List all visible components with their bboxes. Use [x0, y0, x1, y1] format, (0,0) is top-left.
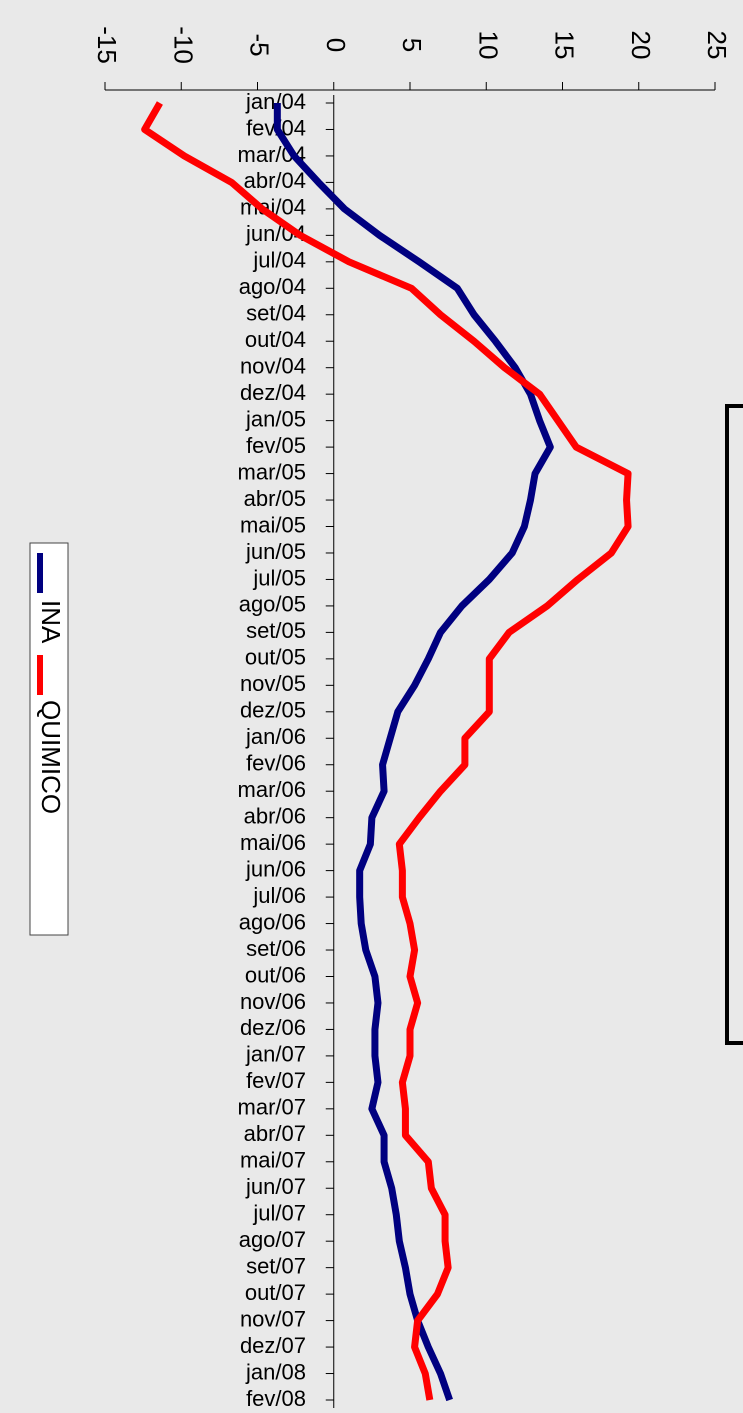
x-tick-label: abr/06	[244, 803, 306, 828]
x-tick-label: dez/06	[240, 1015, 306, 1040]
x-tick-label: fev/06	[246, 751, 306, 776]
x-tick-label: fev/08	[246, 1386, 306, 1411]
x-tick-label: jul/05	[252, 565, 306, 590]
x-tick-label: dez/07	[240, 1333, 306, 1358]
frame-box	[725, 404, 743, 1045]
x-tick-label: jan/05	[245, 406, 306, 431]
x-tick-label: mai/05	[240, 512, 306, 537]
x-tick-label: jun/07	[245, 1174, 306, 1199]
y-tick-label: 0	[321, 38, 351, 52]
x-tick-label: jul/06	[252, 883, 306, 908]
x-tick-label: ago/06	[239, 909, 306, 934]
x-tick-label: ago/04	[239, 274, 306, 299]
x-tick-label: abr/07	[244, 1121, 306, 1146]
x-tick-label: set/05	[246, 618, 306, 643]
x-tick-label: nov/04	[240, 354, 306, 379]
legend-label: QUIMICO	[36, 700, 66, 814]
x-tick-label: jan/07	[245, 1042, 306, 1067]
x-tick-label: mar/05	[238, 459, 306, 484]
series-line	[141, 101, 632, 1401]
x-tick-label: jun/05	[245, 539, 306, 564]
x-tick-label: dez/05	[240, 698, 306, 723]
x-tick-label: out/06	[245, 962, 306, 987]
x-tick-label: dez/04	[240, 380, 306, 405]
x-tick-label: out/04	[245, 327, 306, 352]
x-tick-label: nov/07	[240, 1306, 306, 1331]
y-tick-label: 10	[473, 31, 503, 60]
x-tick-label: nov/05	[240, 671, 306, 696]
y-tick-label: 5	[397, 38, 427, 52]
x-tick-label: jul/07	[252, 1201, 306, 1226]
x-tick-label: set/04	[246, 301, 306, 326]
x-tick-label: jun/06	[245, 856, 306, 881]
x-tick-label: mai/07	[240, 1148, 306, 1173]
x-tick-label: abr/04	[244, 168, 306, 193]
x-tick-label: jan/06	[245, 724, 306, 749]
y-tick-label: 25	[702, 31, 732, 60]
y-tick-label: -10	[168, 26, 198, 64]
legend-box	[29, 542, 69, 936]
x-tick-label: out/05	[245, 645, 306, 670]
y-tick-label: -15	[92, 26, 122, 64]
x-tick-label: set/07	[246, 1253, 306, 1278]
x-tick-label: fev/05	[246, 433, 306, 458]
y-tick-label: -5	[245, 33, 275, 56]
x-tick-label: abr/05	[244, 486, 306, 511]
x-tick-label: set/06	[246, 936, 306, 961]
legend-label: INA	[36, 600, 66, 644]
x-tick-label: jul/04	[252, 248, 306, 273]
x-tick-label: mar/06	[238, 777, 306, 802]
x-tick-label: out/07	[245, 1280, 306, 1305]
x-tick-label: fev/07	[246, 1068, 306, 1093]
x-tick-label: mai/06	[240, 830, 306, 855]
x-tick-label: nov/06	[240, 989, 306, 1014]
x-tick-label: jan/08	[245, 1359, 306, 1384]
x-tick-label: ago/05	[239, 592, 306, 617]
y-tick-label: 20	[626, 31, 656, 60]
x-tick-label: ago/07	[239, 1227, 306, 1252]
x-tick-label: mar/07	[238, 1095, 306, 1120]
y-tick-label: 15	[550, 31, 580, 60]
series-line	[273, 103, 554, 1402]
